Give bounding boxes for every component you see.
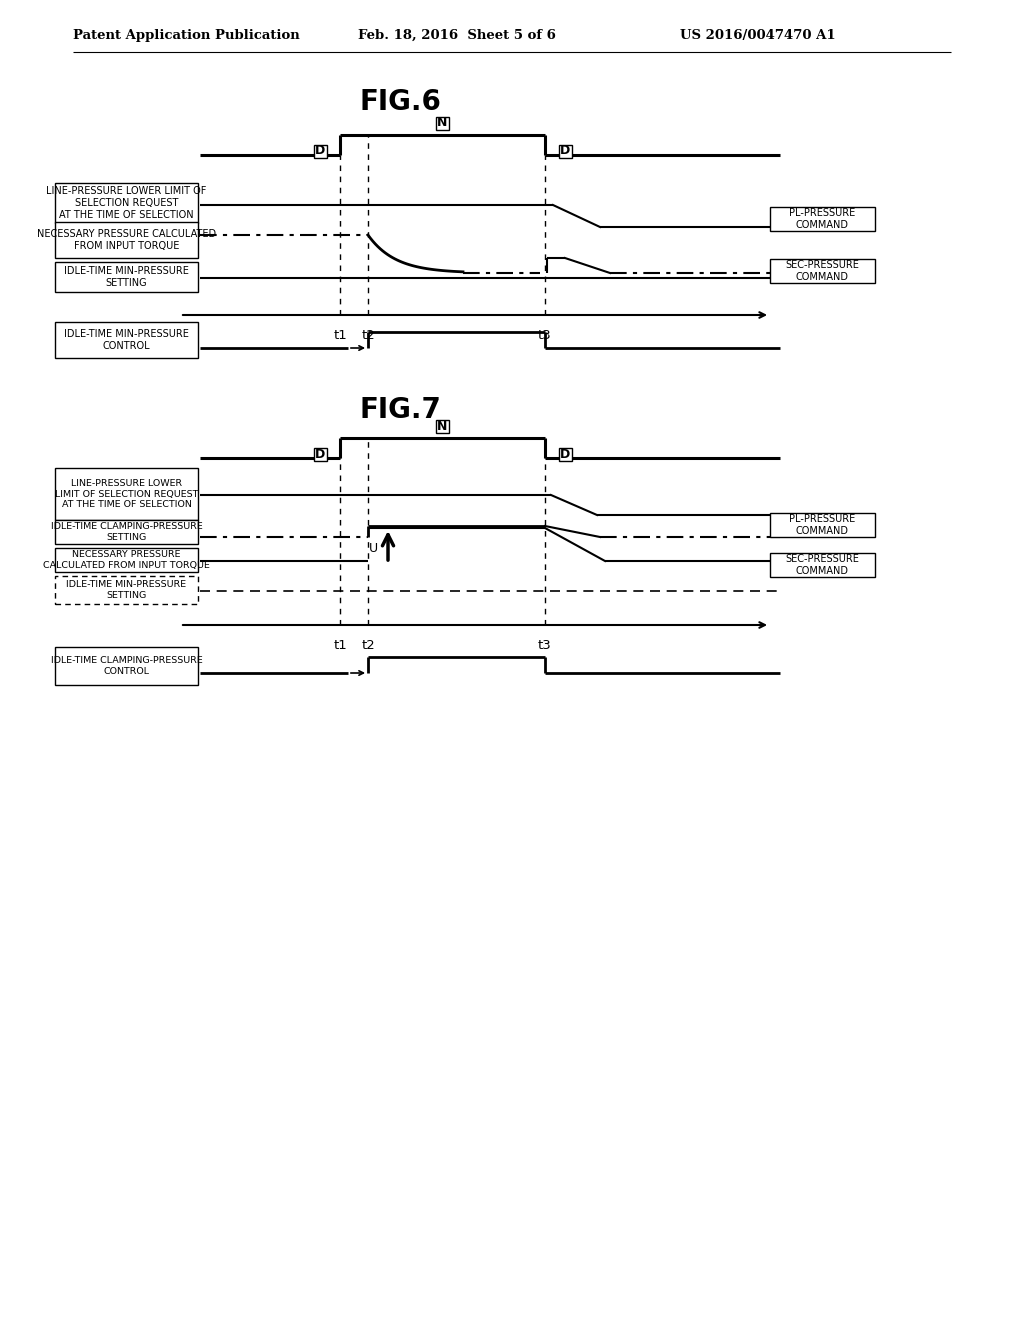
Text: N: N xyxy=(437,420,447,433)
FancyBboxPatch shape xyxy=(55,322,198,358)
Text: IDLE-TIME CLAMPING-PRESSURE
SETTING: IDLE-TIME CLAMPING-PRESSURE SETTING xyxy=(50,523,203,541)
FancyBboxPatch shape xyxy=(55,520,198,544)
Text: NECESSARY PRESSURE
CALCULATED FROM INPUT TORQUE: NECESSARY PRESSURE CALCULATED FROM INPUT… xyxy=(43,550,210,570)
Text: D: D xyxy=(314,144,326,157)
FancyBboxPatch shape xyxy=(55,576,198,605)
Text: D: D xyxy=(560,447,570,461)
Text: FIG.7: FIG.7 xyxy=(359,396,441,424)
Text: t1: t1 xyxy=(333,639,347,652)
Text: SEC-PRESSURE
COMMAND: SEC-PRESSURE COMMAND xyxy=(785,554,859,576)
Text: IDLE-TIME MIN-PRESSURE
SETTING: IDLE-TIME MIN-PRESSURE SETTING xyxy=(67,581,186,599)
Text: D: D xyxy=(560,144,570,157)
Text: IDLE-TIME MIN-PRESSURE
SETTING: IDLE-TIME MIN-PRESSURE SETTING xyxy=(65,267,189,288)
FancyBboxPatch shape xyxy=(55,548,198,572)
Text: t2: t2 xyxy=(361,639,375,652)
FancyBboxPatch shape xyxy=(55,647,198,685)
Text: PL-PRESSURE
COMMAND: PL-PRESSURE COMMAND xyxy=(790,515,856,536)
Text: N: N xyxy=(437,116,447,129)
Text: D: D xyxy=(314,447,326,461)
Text: Feb. 18, 2016  Sheet 5 of 6: Feb. 18, 2016 Sheet 5 of 6 xyxy=(358,29,556,41)
Text: LINE-PRESSURE LOWER
LIMIT OF SELECTION REQUEST
AT THE TIME OF SELECTION: LINE-PRESSURE LOWER LIMIT OF SELECTION R… xyxy=(55,479,199,510)
Text: PL-PRESSURE
COMMAND: PL-PRESSURE COMMAND xyxy=(790,209,856,230)
Text: SEC-PRESSURE
COMMAND: SEC-PRESSURE COMMAND xyxy=(785,260,859,281)
FancyBboxPatch shape xyxy=(55,469,198,520)
FancyBboxPatch shape xyxy=(435,116,449,129)
FancyBboxPatch shape xyxy=(55,222,198,257)
Text: LINE-PRESSURE LOWER LIMIT OF
SELECTION REQUEST
AT THE TIME OF SELECTION: LINE-PRESSURE LOWER LIMIT OF SELECTION R… xyxy=(46,186,207,219)
FancyBboxPatch shape xyxy=(558,144,571,157)
Text: US 2016/0047470 A1: US 2016/0047470 A1 xyxy=(680,29,836,41)
FancyBboxPatch shape xyxy=(313,144,327,157)
FancyBboxPatch shape xyxy=(770,513,874,537)
Text: FIG.6: FIG.6 xyxy=(359,88,441,116)
FancyBboxPatch shape xyxy=(770,259,874,282)
Text: t2: t2 xyxy=(361,329,375,342)
FancyBboxPatch shape xyxy=(313,447,327,461)
FancyBboxPatch shape xyxy=(55,183,198,223)
Text: U: U xyxy=(369,543,378,554)
Text: IDLE-TIME CLAMPING-PRESSURE
CONTROL: IDLE-TIME CLAMPING-PRESSURE CONTROL xyxy=(50,656,203,676)
FancyBboxPatch shape xyxy=(770,553,874,577)
FancyBboxPatch shape xyxy=(770,207,874,231)
Text: NECESSARY PRESSURE CALCULATED
FROM INPUT TORQUE: NECESSARY PRESSURE CALCULATED FROM INPUT… xyxy=(37,230,216,251)
FancyBboxPatch shape xyxy=(435,420,449,433)
Text: IDLE-TIME MIN-PRESSURE
CONTROL: IDLE-TIME MIN-PRESSURE CONTROL xyxy=(65,329,189,351)
FancyBboxPatch shape xyxy=(558,447,571,461)
Text: t3: t3 xyxy=(539,329,552,342)
Text: t3: t3 xyxy=(539,639,552,652)
Text: Patent Application Publication: Patent Application Publication xyxy=(73,29,300,41)
FancyBboxPatch shape xyxy=(55,261,198,292)
Text: t1: t1 xyxy=(333,329,347,342)
